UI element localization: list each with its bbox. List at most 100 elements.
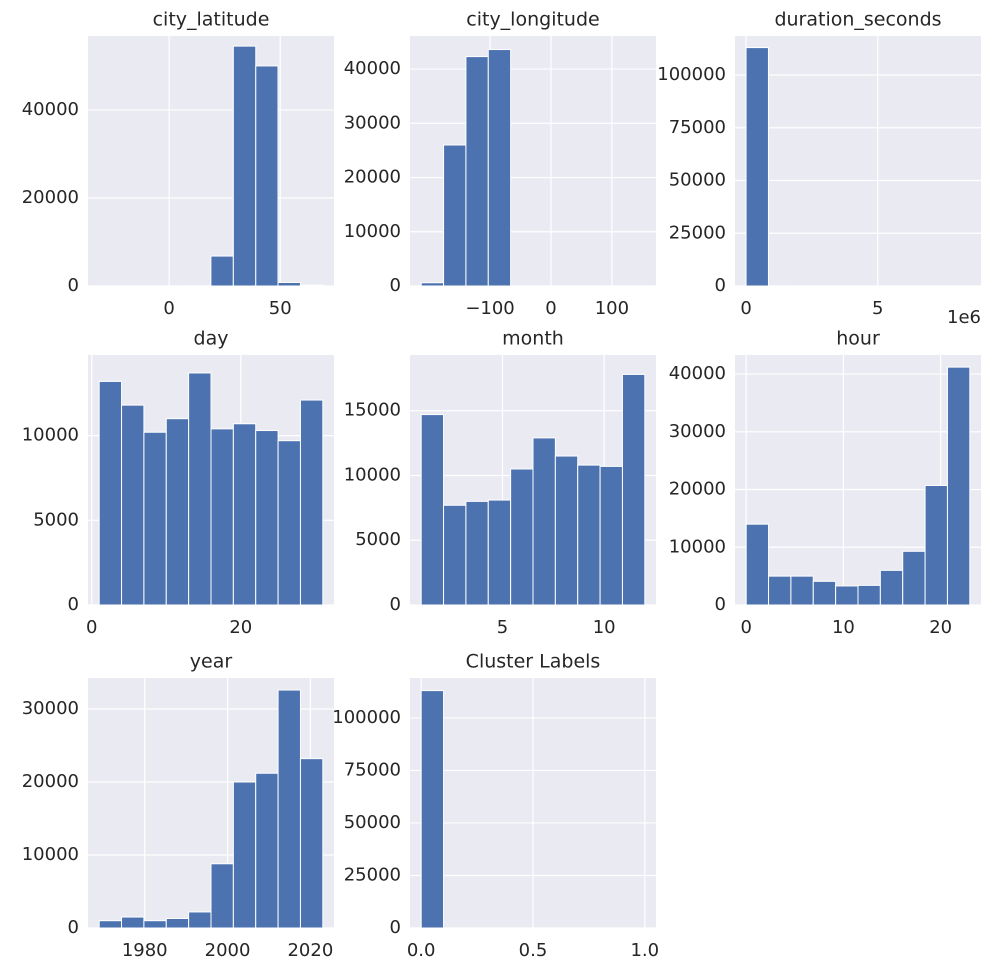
x-tick-label: 0 (163, 298, 174, 319)
x-tick-label: 5 (872, 298, 883, 319)
bar (420, 690, 445, 929)
bar (487, 49, 512, 287)
y-tick-label: 40000 (22, 99, 79, 120)
y-tick-label: 50000 (669, 170, 726, 191)
bar (745, 47, 769, 287)
bar (768, 575, 792, 606)
y-tick-label: 10000 (669, 536, 726, 557)
subplot: 1980 2000 2020 0 10000 20000 30000 year (22, 651, 334, 961)
y-tick-label: 75000 (669, 117, 726, 138)
x-tick-label: 1980 (122, 940, 168, 961)
bar (210, 428, 234, 606)
bar (210, 255, 234, 287)
bar (232, 423, 257, 606)
bar (277, 689, 301, 929)
y-tick-label: 10000 (22, 425, 79, 446)
bar (465, 56, 489, 287)
y-tick-label: 0 (715, 594, 726, 615)
bar (232, 781, 257, 929)
y-tick-label: 25000 (669, 222, 726, 243)
bar (165, 918, 190, 929)
bar (812, 580, 837, 606)
bar (465, 500, 489, 606)
bar (255, 65, 279, 287)
y-tick-label: 30000 (22, 698, 79, 719)
y-tick-label: 100000 (332, 707, 401, 728)
plot-background (735, 36, 981, 286)
y-tick-label: 40000 (344, 58, 401, 79)
bar (510, 468, 534, 606)
x-tick-label: 0 (740, 298, 751, 319)
y-tick-label: 5000 (33, 509, 79, 530)
subplot: 5 10 0 5000 10000 15000 month (344, 328, 656, 638)
bar (599, 465, 623, 606)
x-tick-label: 0.5 (519, 940, 548, 961)
x-tick-label: 0 (740, 617, 751, 638)
bar (277, 281, 301, 287)
y-tick-label: 30000 (669, 421, 726, 442)
y-tick-label: 20000 (669, 479, 726, 500)
y-tick-label: 0 (390, 594, 401, 615)
bar (420, 414, 445, 606)
bar (121, 404, 145, 606)
bar (554, 455, 579, 606)
x-tick-label: 0 (86, 617, 97, 638)
subplot-title: Cluster Labels (466, 651, 601, 673)
bar (299, 758, 324, 929)
bar (420, 282, 445, 287)
y-tick-label: 20000 (22, 187, 79, 208)
subplot: 0 10 20 0 10000 20000 30000 40000 hour (669, 328, 981, 638)
y-tick-label: 75000 (344, 759, 401, 780)
bar (143, 920, 167, 929)
subplot: −100 0 100 0 10000 20000 30000 40000 city_longit… (344, 9, 656, 319)
y-tick-label: 0 (390, 275, 401, 296)
y-tick-label: 0 (715, 275, 726, 296)
y-tick-label: 50000 (344, 812, 401, 833)
bar (277, 440, 301, 606)
x-tick-label: −100 (465, 298, 514, 319)
offset-label: 1e6 (947, 307, 981, 328)
x-tick-label: 10 (593, 617, 616, 638)
x-tick-label: 0.0 (407, 940, 436, 961)
x-tick-label: 100 (595, 298, 629, 319)
bar (98, 920, 123, 929)
bar (210, 863, 234, 929)
y-tick-label: 25000 (344, 864, 401, 885)
bar (443, 144, 467, 287)
y-tick-label: 40000 (669, 363, 726, 384)
bar (188, 911, 212, 929)
x-tick-label: 20 (929, 617, 952, 638)
y-tick-label: 0 (390, 917, 401, 938)
bar (255, 772, 279, 929)
y-tick-label: 10000 (344, 221, 401, 242)
bar (621, 373, 646, 606)
y-tick-label: 20000 (22, 771, 79, 792)
y-tick-label: 30000 (344, 112, 401, 133)
bar (165, 418, 190, 606)
subplot: 0 50 0 20000 40000 city_latitude (22, 9, 334, 319)
bar (879, 569, 904, 606)
bar (121, 916, 145, 929)
plot-background (88, 36, 334, 286)
bar (188, 372, 212, 606)
bar (98, 380, 123, 606)
bar (255, 430, 279, 606)
y-tick-label: 20000 (344, 167, 401, 188)
bar (143, 431, 167, 606)
y-tick-label: 10000 (22, 844, 79, 865)
bar (299, 399, 324, 606)
y-tick-label: 0 (68, 594, 79, 615)
y-tick-label: 5000 (355, 529, 401, 550)
bar (924, 484, 948, 606)
subplot-title: hour (836, 328, 880, 350)
subplot-title: city_latitude (153, 9, 270, 31)
subplot-title: city_longitude (466, 9, 599, 31)
x-tick-label: 5 (497, 617, 508, 638)
bar (443, 504, 467, 606)
subplot: 0 5 0 25000 50000 75000 100000 duration_seconds… (657, 9, 981, 328)
subplot: 0 20 0 5000 10000 day (22, 328, 334, 638)
bar (745, 523, 770, 606)
bar (902, 550, 926, 606)
x-tick-label: 1.0 (630, 940, 659, 961)
